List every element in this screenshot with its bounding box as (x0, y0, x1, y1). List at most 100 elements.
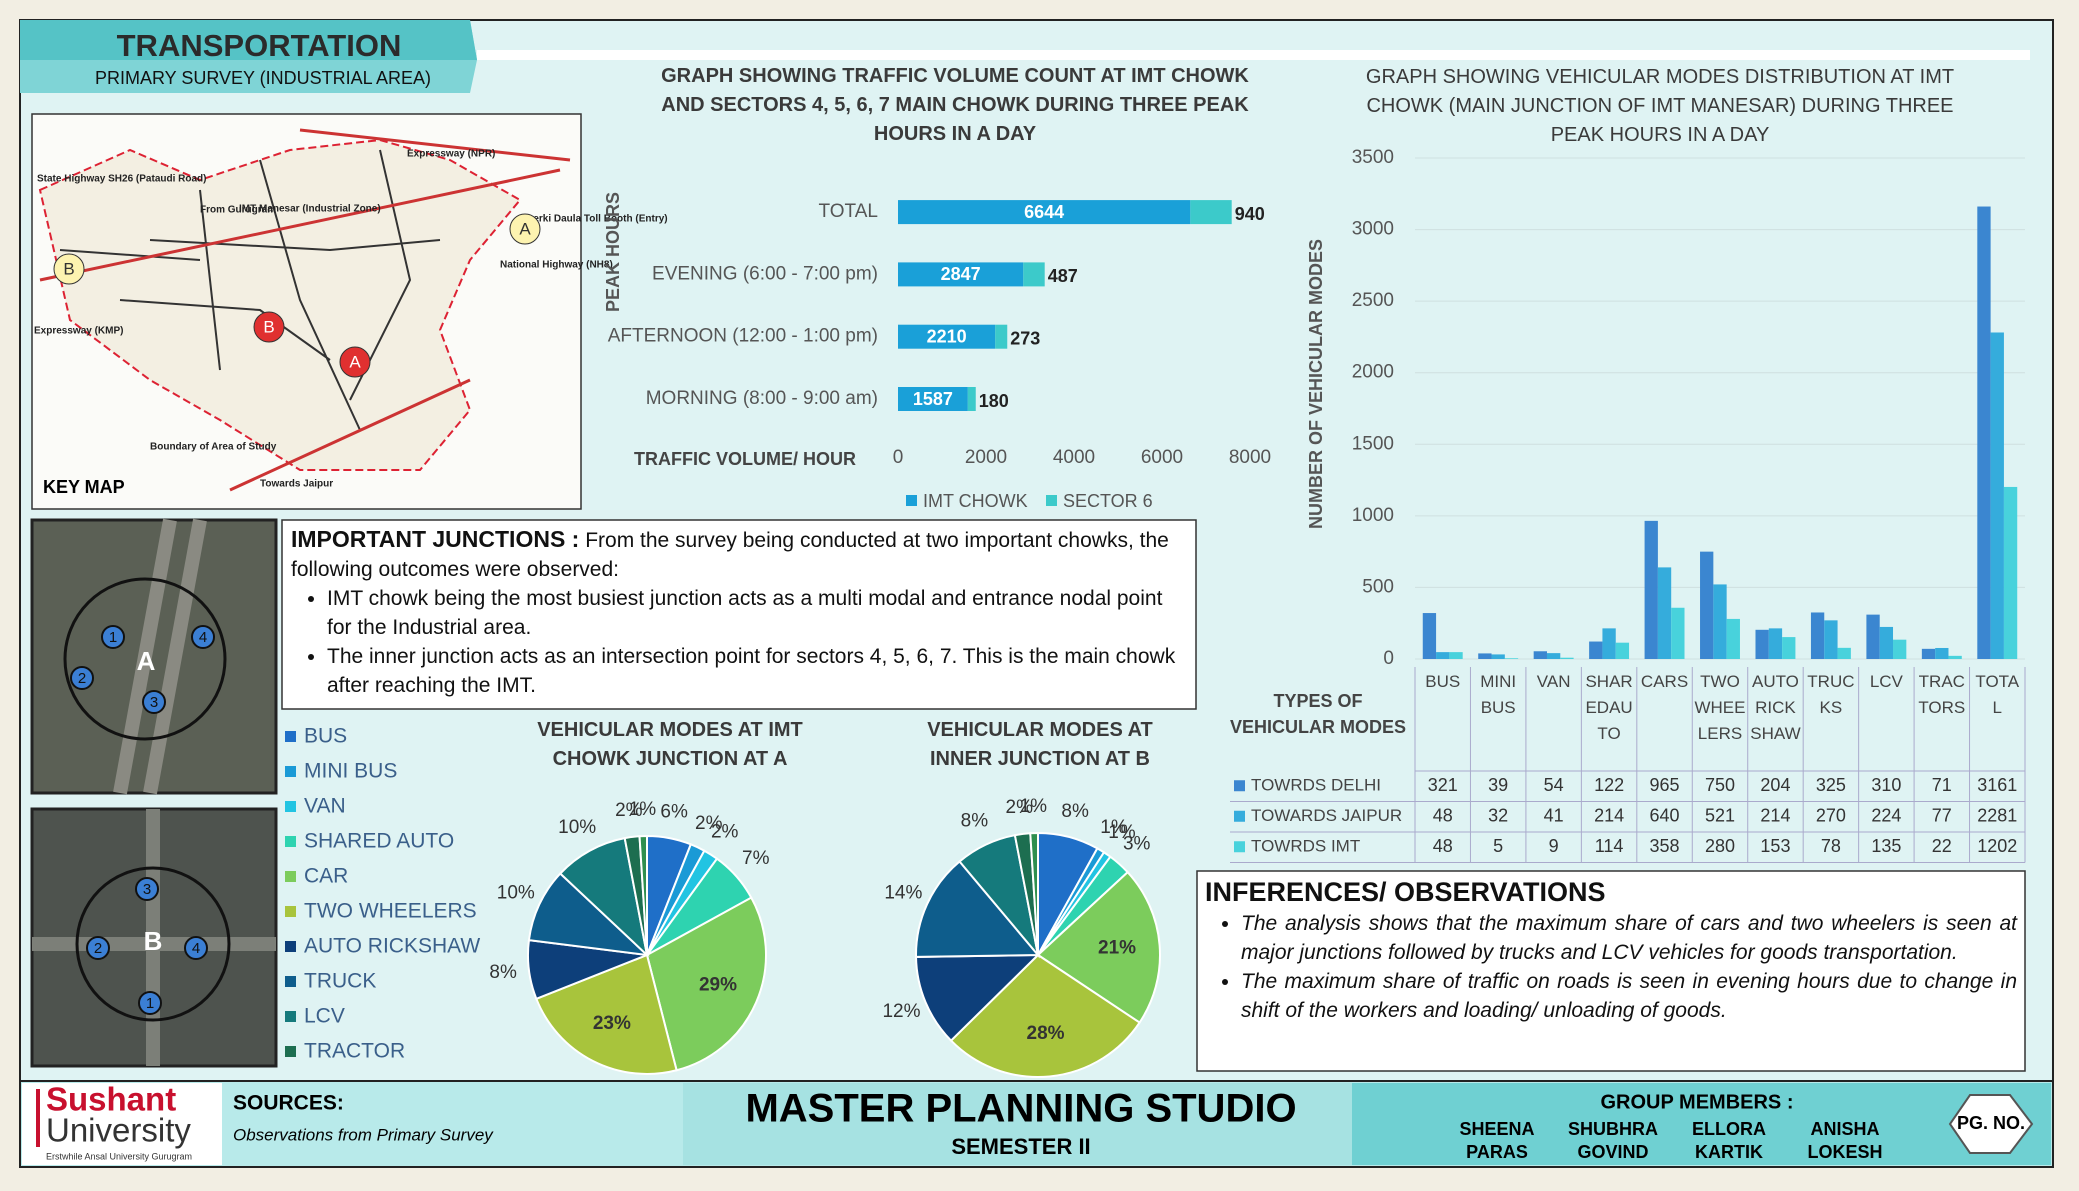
sources-text: Observations from Primary Survey (233, 1125, 494, 1144)
table-value: 2281 (1977, 806, 2017, 826)
category-label: SHAREDAUTO (1585, 672, 1633, 743)
legend-label: IMT CHOWK (923, 491, 1028, 511)
table-value: 122 (1594, 775, 1624, 795)
bar (1713, 584, 1727, 659)
junction-circle (75, 866, 231, 1022)
study-boundary (38, 138, 522, 471)
pie-value-label: 2% (695, 813, 723, 834)
table-value: 48 (1433, 806, 1453, 826)
map-label: Boundary of Area of Study (150, 442, 277, 453)
y-tick-label: EVENING (6:00 - 7:00 pm) (652, 263, 878, 284)
logo-bar (36, 1089, 40, 1147)
bar (1602, 628, 1616, 659)
bar (1478, 653, 1492, 659)
pie-value-label: 10% (497, 882, 535, 903)
legend-swatch (285, 801, 296, 812)
table-value: 54 (1544, 775, 1564, 795)
pie-value-label: 2% (615, 800, 643, 821)
table-value: 22 (1932, 836, 1952, 856)
semester: SEMESTER II (951, 1134, 1090, 1159)
legend-swatch (285, 976, 296, 987)
pie-slice (949, 953, 1141, 1078)
bar-segment (1190, 200, 1232, 225)
y-tick-label: 3500 (1352, 147, 1394, 168)
bar (1533, 651, 1547, 659)
y-tick-label: 0 (1383, 648, 1394, 669)
junction-point-label: 3 (143, 881, 151, 898)
bar (1824, 620, 1838, 659)
pie-value-label: 8% (1061, 801, 1089, 822)
bar-value-label: 6644 (1024, 202, 1064, 222)
category-label: TRACTORS (1918, 672, 1966, 717)
bar (1977, 206, 1991, 659)
junction-point (101, 625, 125, 649)
x-tick-label: 4000 (1053, 447, 1095, 468)
legend-label: SECTOR 6 (1063, 491, 1153, 511)
pie-value-label: 21% (1098, 938, 1136, 959)
pie-value-label: 14% (884, 883, 922, 904)
pie-value-label: 1% (1100, 817, 1128, 838)
pie-slice (914, 953, 1041, 1042)
junction-point-label: 3 (150, 694, 158, 711)
map-label: IMT Manesar (Industrial Zone) (239, 204, 381, 215)
table-value: 5 (1493, 836, 1503, 856)
junction-point (138, 991, 162, 1015)
map-marker-label: B (263, 317, 274, 336)
bar (1837, 647, 1851, 659)
bar (1893, 639, 1907, 659)
bar (1700, 551, 1714, 659)
map-marker (53, 253, 85, 285)
bar (1782, 637, 1796, 659)
map-marker (253, 311, 285, 343)
bar-segment (898, 200, 1191, 225)
header-banner-top (20, 20, 477, 60)
pie-slice (638, 834, 648, 956)
bar (1935, 647, 1949, 659)
photo-a-road (113, 518, 207, 795)
junction-circle (63, 577, 227, 741)
category-label: LCV (1869, 672, 1903, 691)
bar (1504, 658, 1519, 659)
bar (1948, 655, 1962, 659)
junction-point-label: 2 (94, 940, 102, 957)
pie-b-title: VEHICULAR MODES AT INNER JUNCTION AT B (927, 719, 1153, 770)
legend-swatch (1234, 841, 1245, 853)
legend-swatch (285, 1046, 296, 1057)
table-value: 153 (1760, 836, 1790, 856)
legend-label: TRACTOR (304, 1040, 405, 1063)
map-label: From Gurugram (200, 205, 276, 216)
pie-slice (1036, 870, 1161, 1024)
bar (1560, 657, 1574, 659)
category-label: AUTO RICKSHAW (1750, 672, 1801, 743)
header-subtitle: PRIMARY SURVEY (INDUSTRIAL AREA) (95, 68, 431, 88)
x-tick-label: 0 (893, 447, 904, 468)
header-title: TRANSPORTATION (117, 28, 402, 63)
bar (1990, 332, 2004, 659)
map-marker (509, 213, 541, 245)
legend-swatch (285, 836, 296, 847)
studio-panel (683, 1083, 1352, 1165)
bar (1436, 652, 1450, 659)
table-value: 39 (1488, 775, 1508, 795)
bar (1491, 654, 1505, 659)
junctions-title: IMPORTANT JUNCTIONS : (291, 526, 580, 552)
bar-value-label: 2847 (941, 264, 981, 284)
pie-slice (915, 860, 1041, 958)
legend-swatch (1234, 780, 1245, 792)
legend-swatch (1234, 810, 1245, 822)
map-label: State Highway SH26 (Pataudi Road) (37, 174, 206, 185)
pie-slice (645, 896, 767, 1072)
bar (1546, 653, 1561, 659)
table-value: 310 (1871, 775, 1901, 795)
y-tick-label: 3000 (1352, 219, 1394, 240)
table-value: 114 (1595, 836, 1624, 856)
bar-segment (967, 387, 976, 411)
photo-b-road (32, 809, 276, 1066)
member-name: SHUBHRA (1568, 1119, 1658, 1139)
logo-name: Sushant (46, 1081, 176, 1118)
inferences-bullet: The analysis shows that the maximum shar… (1241, 909, 2017, 967)
junction-point (191, 625, 215, 649)
legend-label: BUS (304, 725, 347, 748)
y-tick-label: TOTAL (819, 201, 878, 222)
